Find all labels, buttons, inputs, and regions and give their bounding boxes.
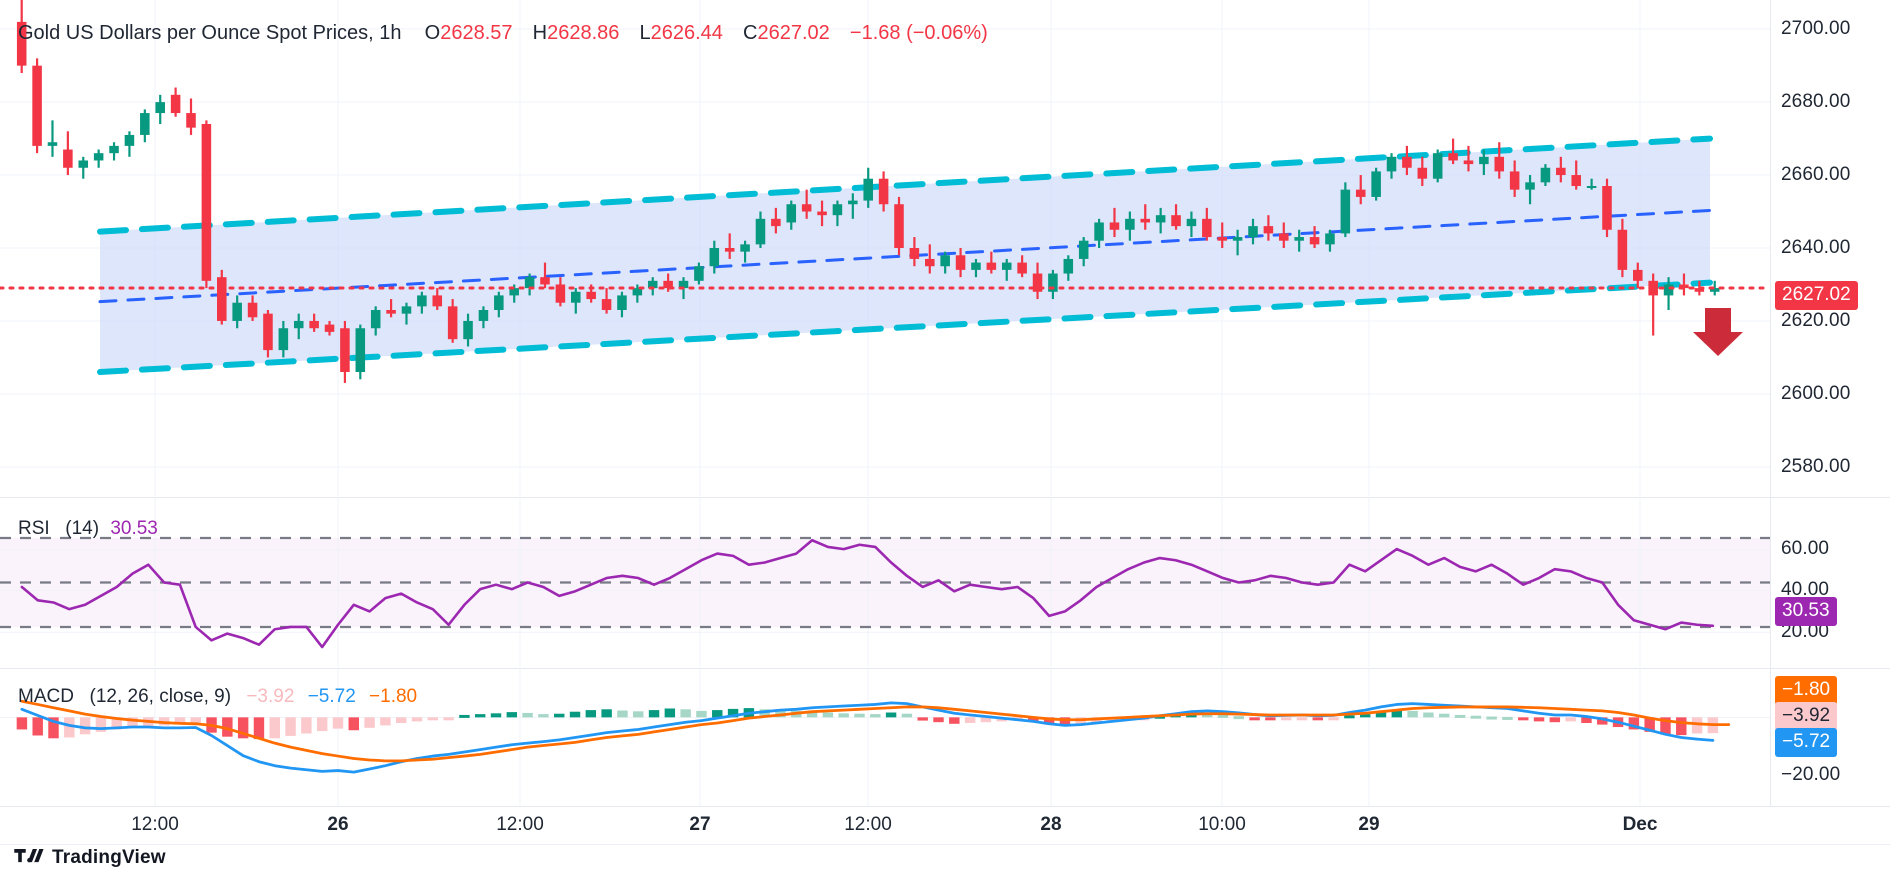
macd-pane[interactable] [0, 668, 1770, 806]
axis-pane-separator [1771, 668, 1890, 669]
time-tick-label: 12:00 [844, 814, 892, 835]
rsi-tick-label: 20.00 [1781, 621, 1830, 642]
price-tick-label: 2660.00 [1781, 164, 1851, 185]
rsi-tick-label: 40.00 [1781, 579, 1830, 600]
macd-value-badge[interactable]: −5.72 [1775, 728, 1838, 757]
price-tick-label: 2600.00 [1781, 383, 1851, 404]
rsi-pane[interactable] [0, 497, 1770, 667]
macd-tick-label: −20.00 [1781, 764, 1841, 785]
macd-value-badge[interactable]: −1.80 [1775, 676, 1838, 705]
current-price-badge[interactable]: 2627.02 [1775, 281, 1858, 310]
time-tick-label: 10:00 [1198, 814, 1246, 835]
price-pane[interactable] [0, 0, 1770, 496]
macd-value-badge[interactable]: −3.92 [1775, 702, 1838, 731]
time-tick-label: 27 [689, 814, 711, 835]
rsi-value-badge[interactable]: 30.53 [1775, 597, 1837, 626]
time-tick-label: Dec [1622, 814, 1658, 835]
price-tick-label: 2680.00 [1781, 91, 1851, 112]
brand-name: TradingView [52, 847, 166, 868]
rsi-tick-label: 60.00 [1781, 538, 1830, 559]
time-tick-label: 12:00 [496, 814, 544, 835]
footer-bar: TradingView [0, 844, 1890, 871]
tradingview-logo-icon [14, 849, 44, 867]
price-scale-axis[interactable]: 2700.00 2680.00 2660.00 2640.00 2620.00 2600.… [1770, 0, 1890, 806]
time-tick-label: 28 [1040, 814, 1062, 835]
price-tick-label: 2620.00 [1781, 310, 1851, 331]
axis-pane-separator [1771, 497, 1890, 498]
price-tick-label: 2580.00 [1781, 456, 1851, 477]
price-tick-label: 2640.00 [1781, 237, 1851, 258]
price-tick-label: 2700.00 [1781, 18, 1851, 39]
time-tick-label: 26 [327, 814, 349, 835]
time-tick-label: 12:00 [131, 814, 179, 835]
time-tick-label: 29 [1358, 814, 1380, 835]
time-scale-axis[interactable]: 12:00 26 12:00 27 12:00 28 10:00 29 Dec [0, 806, 1890, 844]
